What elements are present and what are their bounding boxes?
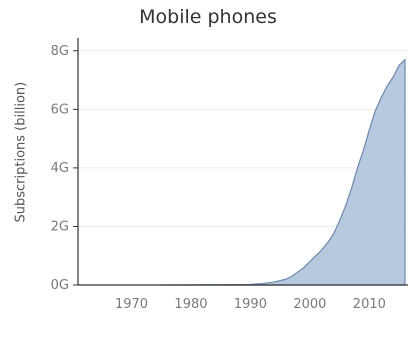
axes [73, 38, 408, 286]
y-tick-label-4: 8G [51, 44, 69, 59]
y-tick-label-3: 6G [51, 102, 69, 117]
x-tick-label-1: 1980 [174, 297, 207, 312]
x-tick-label-2: 1990 [234, 297, 267, 312]
y-tick-label-2: 4G [51, 161, 69, 176]
x-tick-label-4: 2010 [353, 297, 386, 312]
subscriptions-area [160, 58, 406, 286]
y-tick-label-1: 2G [51, 219, 69, 234]
y-tick-label-0: 0G [51, 278, 69, 293]
chart-title: Mobile phones [139, 6, 277, 28]
x-tick-label-0: 1970 [115, 297, 148, 312]
x-tick-label-3: 2000 [293, 297, 326, 312]
tick-labels: 0G 2G 4G 6G 8G 1970 1980 1990 2000 2010 [51, 44, 386, 312]
